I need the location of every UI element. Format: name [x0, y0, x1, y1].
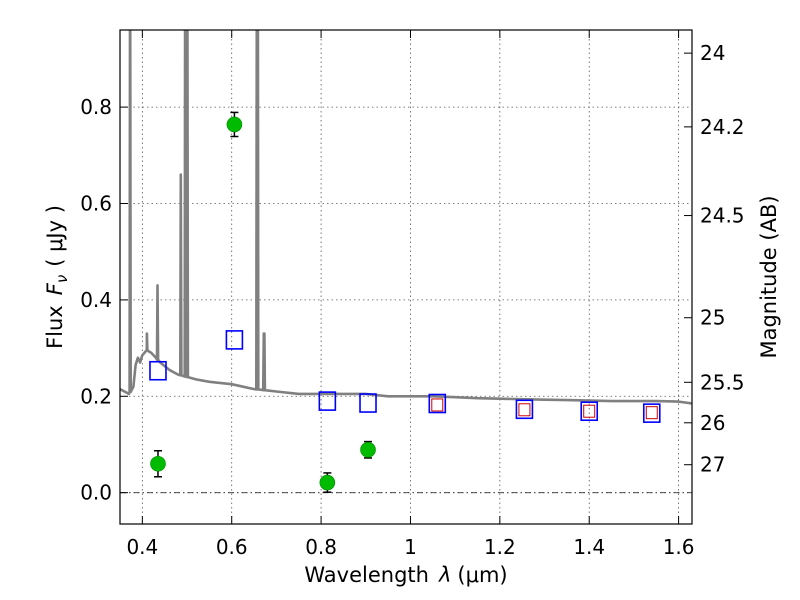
observed-point: [150, 455, 166, 472]
tick-layer: 0.4 0.6 0.8 1 1.2 1.4 1.6 0.0 0.2 0.4 0.6 0.8 24 24.2…: [80, 30, 745, 559]
x-tick-label: 1.6: [663, 535, 695, 559]
x-tick-label: 1: [404, 535, 417, 559]
x-tick-label: 0.8: [305, 535, 337, 559]
inner-photometry-square: [518, 403, 531, 417]
mag-tick-label: 24: [700, 41, 725, 65]
model-photometry-square: [225, 330, 244, 350]
mag-tick-label: 27: [700, 453, 725, 477]
model-photometry-square: [515, 399, 534, 420]
observed-point: [360, 441, 376, 458]
photometry-layer: [149, 111, 661, 493]
observed-point: [226, 116, 243, 133]
x-tick-label: 0.4: [126, 535, 158, 559]
sed-model-line: [120, 30, 692, 405]
y-tick-label: 0.2: [80, 384, 112, 408]
model-photometry-square: [359, 393, 377, 413]
mag-tick-label: 24.5: [700, 204, 745, 228]
y-tick-label: 0.4: [80, 288, 112, 312]
model-photometry-square: [149, 360, 167, 381]
sed-model-layer: [120, 30, 692, 405]
plot-area: [120, 30, 692, 524]
model-photometry-square: [428, 393, 447, 414]
mag-tick-label: 24.2: [700, 115, 745, 139]
mag-tick-label: 26: [700, 411, 725, 435]
inner-photometry-square: [431, 398, 444, 412]
plot-frame: [119, 29, 693, 525]
y-tick-label: 0.8: [80, 95, 112, 119]
model-photometry-square: [318, 391, 337, 411]
x-tick-label: 1.4: [573, 535, 605, 559]
x-tick-label: 0.6: [216, 535, 248, 559]
x-tick-label: 1.2: [484, 535, 516, 559]
y-axis-label: FluxFν( μJy ): [43, 205, 71, 349]
mag-tick-label: 25: [700, 306, 725, 330]
model-photometry-square: [580, 401, 599, 422]
y2-axis-label: Magnitude (AB): [757, 195, 781, 358]
observed-point: [319, 474, 336, 491]
x-axis-label: Wavelength λ (μm): [304, 563, 507, 587]
inner-photometry-square: [645, 406, 658, 420]
y-tick-label: 0.0: [80, 481, 112, 505]
model-photometry-square: [642, 403, 661, 423]
inner-photometry-square: [583, 404, 596, 418]
y-tick-label: 0.6: [80, 192, 112, 216]
mag-tick-label: 25.5: [700, 370, 745, 394]
